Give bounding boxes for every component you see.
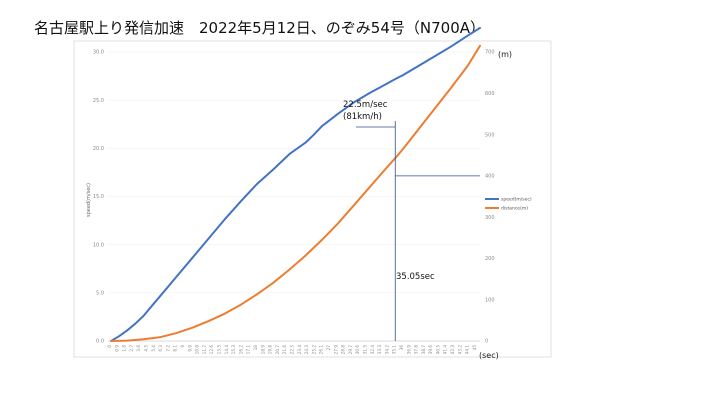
x-tick-label: 35.1	[392, 345, 397, 355]
x-tick-label: 29.7	[348, 345, 353, 355]
x-tick-label: 1.8	[122, 345, 127, 352]
x-tick-label: 42.3	[450, 345, 455, 355]
y2-tick-label: 100	[485, 297, 495, 303]
x-axis-ticks: 0 0.9 1.8 2.7 3.6 4.5 5.4 6.3 7.2 8.1 9 9.9 10.8 11.7…	[107, 345, 477, 355]
x-tick-label: 28.8	[341, 345, 346, 355]
y-tick-label: 30.0	[93, 50, 104, 56]
annotation-time: 35.05sec	[396, 272, 435, 282]
x-tick-label: 7.2	[165, 345, 170, 352]
x-tick-label: 15.3	[231, 345, 236, 355]
y-tick-label: 10.0	[93, 242, 104, 248]
y-tick-label: 20.0	[93, 146, 104, 152]
x-tick-label: 32.4	[370, 345, 375, 355]
right-axis-ticks: 0 100 200 300 400 500 600 700	[485, 50, 495, 345]
x-tick-label: 41.4	[443, 345, 448, 355]
x-tick-label: 38.7	[421, 345, 426, 355]
x-tick-label: 8.1	[173, 345, 178, 352]
x-tick-label: 27.9	[333, 345, 338, 355]
x-tick-label: 24.3	[304, 345, 309, 355]
x-tick-label: 44.1	[465, 345, 470, 355]
x-tick-label: 39.6	[428, 345, 433, 355]
annotation-speed: 22.5m/sec	[343, 100, 388, 110]
x-tick-label: 14.4	[224, 345, 229, 355]
x-tick-label: 17.1	[246, 345, 251, 355]
y2-tick-label: 200	[485, 256, 495, 262]
x-tick-label: 37.8	[414, 345, 419, 355]
x-tick-label: 9	[180, 345, 185, 348]
x-tick-label: 19.8	[268, 345, 273, 355]
y-tick-label: 0.0	[96, 339, 104, 345]
x-tick-label: 20.7	[275, 345, 280, 355]
x-tick-label: 18	[253, 345, 258, 351]
y2-tick-label: 0	[485, 339, 488, 345]
gridlines	[108, 51, 480, 342]
x-tick-label: 9.9	[187, 345, 192, 352]
y2-tick-label: 700	[485, 50, 495, 56]
slide-title: 名古屋駅上り発信加速 2022年5月12日、のぞみ54号（N700A）	[34, 19, 486, 37]
x-unit-label: (sec)	[479, 351, 499, 360]
annotation-kmh: (81km/h)	[343, 112, 382, 122]
x-tick-label: 21.6	[282, 345, 287, 355]
series-lines	[110, 26, 481, 342]
x-tick-label: 40.5	[435, 345, 440, 355]
series-line	[110, 26, 481, 342]
x-tick-label: 18.9	[260, 345, 265, 355]
left-axis-ticks: 0.0 5.0 10.0 15.0 20.0 25.0 30.0	[93, 50, 104, 345]
x-tick-label: 26.1	[319, 345, 324, 355]
chart-frame	[73, 40, 552, 358]
x-tick-label: 45	[472, 345, 477, 351]
x-tick-label: 27	[326, 345, 331, 351]
x-tick-label: 5.4	[151, 345, 156, 352]
x-tick-label: 33.3	[377, 345, 382, 355]
y2-tick-label: 400	[485, 174, 495, 180]
y2-tick-label: 300	[485, 215, 495, 221]
y-axis-title: speed(m/sec)	[86, 183, 92, 217]
x-tick-label: 12.6	[209, 345, 214, 355]
y-tick-label: 5.0	[96, 291, 104, 297]
x-tick-label: 4.5	[143, 345, 148, 352]
x-tick-label: 11.7	[202, 345, 207, 355]
x-tick-label: 36.9	[406, 345, 411, 355]
series-line	[110, 44, 481, 342]
y2-tick-label: 600	[485, 91, 495, 97]
x-tick-label: 16.2	[238, 345, 243, 355]
x-tick-label: 2.7	[129, 345, 134, 352]
x-tick-label: 6.3	[158, 345, 163, 352]
y-tick-label: 25.0	[93, 98, 104, 104]
x-tick-label: 3.6	[136, 345, 141, 352]
x-tick-label: 31.5	[362, 345, 367, 355]
y2-tick-label: 500	[485, 132, 495, 138]
x-tick-label: 13.5	[216, 345, 221, 355]
x-tick-label: 10.8	[195, 345, 200, 355]
x-tick-label: 30.6	[355, 345, 360, 355]
annotation-lines	[356, 121, 480, 341]
x-tick-label: 23.4	[297, 345, 302, 355]
x-tick-label: 34.2	[384, 345, 389, 355]
legend-label: distance(m)	[501, 206, 528, 212]
y2-unit-label: (m)	[498, 50, 512, 59]
legend-label: speed(m/sec)	[501, 197, 532, 203]
x-tick-label: 43.2	[457, 345, 462, 355]
x-tick-label: 0	[107, 345, 112, 348]
x-tick-label: 36	[399, 345, 404, 351]
y-tick-label: 15.0	[93, 194, 104, 200]
x-tick-label: 0.9	[114, 345, 119, 352]
x-tick-label: 25.2	[311, 345, 316, 355]
x-tick-label: 22.5	[289, 345, 294, 355]
legend: speed(m/sec) distance(m)	[485, 197, 532, 212]
